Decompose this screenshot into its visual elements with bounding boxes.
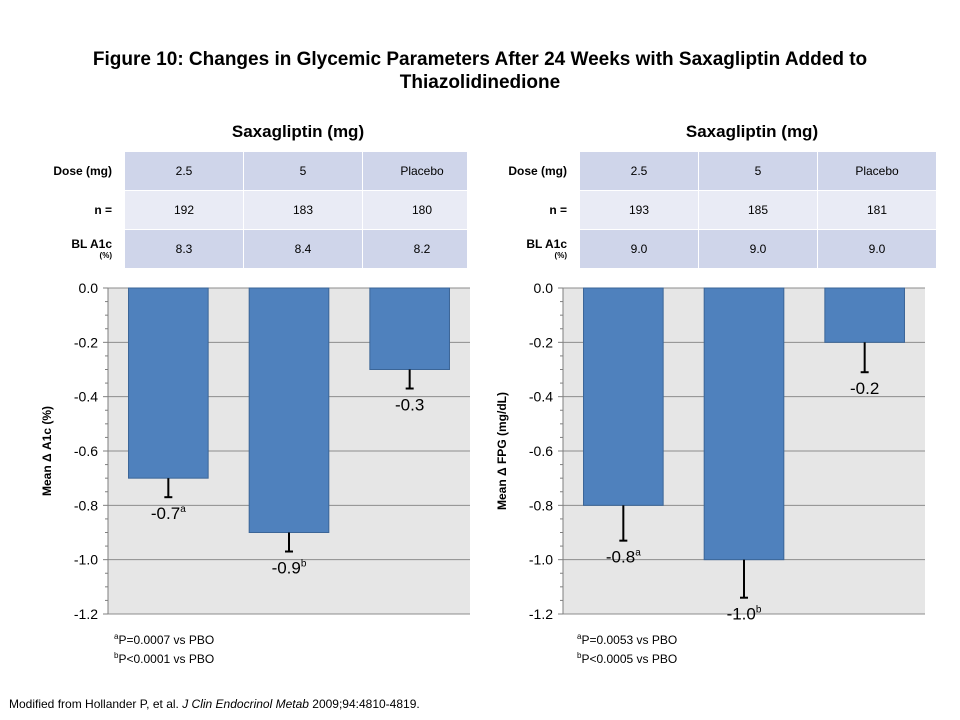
table-row: BL A1c (%) 8.3 8.4 8.2	[12, 229, 482, 269]
panel-2-heading: Saxagliptin (mg)	[685, 122, 819, 141]
panel-1-footnotes: aP=0.0007 vs PBO bP<0.0001 vs PBO	[114, 629, 214, 667]
figure-title: Figure 10: Changes in Glycemic Parameter…	[92, 49, 868, 93]
table-cell: 9.0	[817, 229, 937, 269]
y-tick-label: -1.2	[529, 606, 553, 622]
data-label-mark: a	[180, 504, 186, 515]
y-tick-label: -0.6	[74, 443, 98, 459]
row-label-dose: Dose (mg)	[467, 151, 580, 191]
chart-a1c: 0.0 -0.2 -0.4 -0.6 -0.8 -1.0 -1.2 Mean Δ A1c (%…	[40, 280, 470, 622]
y-tick-label: 0.0	[534, 280, 554, 296]
data-label: -0.7a	[151, 504, 186, 523]
bar	[369, 287, 450, 370]
row-label-bl-a1c: BL A1c (%)	[12, 229, 125, 269]
table-cell: 2.5	[579, 151, 699, 191]
row-unit: (%)	[554, 251, 567, 260]
chart-fpg: 0.0 -0.2 -0.4 -0.6 -0.8 -1.0 -1.2 Mean Δ FPG (m…	[495, 280, 925, 624]
y-tick-label: -0.6	[529, 443, 553, 459]
y-axis-label: Mean Δ FPG (mg/dL)	[495, 392, 509, 510]
panel-2-table: Dose (mg) 2.5 5 Placebo n = 193 185 181 …	[467, 151, 937, 269]
source-citation: Modified from Hollander P, et al. J Clin…	[9, 697, 420, 711]
data-label: -0.8a	[606, 548, 641, 567]
table-cell: 8.2	[362, 229, 482, 269]
row-label-dose: Dose (mg)	[12, 151, 125, 191]
bar	[248, 287, 330, 533]
data-label-mark: a	[635, 548, 641, 559]
panel-1-table: Dose (mg) 2.5 5 Placebo n = 192 183 180 …	[12, 151, 482, 269]
row-label-bl-a1c: BL A1c (%)	[467, 229, 580, 269]
table-cell: 183	[243, 190, 363, 230]
data-label-mark: b	[756, 605, 762, 616]
data-label: -0.9b	[272, 559, 307, 578]
y-tick-label: -0.2	[529, 334, 553, 350]
data-label-mark: b	[301, 559, 307, 570]
table-cell: 8.4	[243, 229, 363, 269]
data-label: -1.0b	[727, 605, 762, 624]
journal-name: J Clin Endocrinol Metab	[182, 697, 309, 711]
table-row: n = 193 185 181	[467, 190, 937, 230]
footnote-a: aP=0.0053 vs PBO	[577, 632, 678, 647]
y-tick-label: -1.2	[74, 606, 98, 622]
data-label: -0.3	[395, 396, 424, 415]
y-axis-label: Mean Δ A1c (%)	[40, 406, 54, 496]
table-row: Dose (mg) 2.5 5 Placebo	[467, 151, 937, 191]
y-tick-label: -0.4	[74, 389, 98, 405]
footnote-b: bP<0.0005 vs PBO	[577, 651, 678, 666]
bar	[824, 287, 905, 343]
table-cell: 180	[362, 190, 482, 230]
table-cell: 9.0	[698, 229, 818, 269]
table-cell: 9.0	[579, 229, 699, 269]
table-cell: 185	[698, 190, 818, 230]
bar	[703, 287, 785, 561]
table-row: BL A1c (%) 9.0 9.0 9.0	[467, 229, 937, 269]
footnote-b: bP<0.0001 vs PBO	[114, 651, 215, 666]
row-label-n: n =	[467, 190, 580, 230]
y-tick-label: -0.4	[529, 389, 553, 405]
table-cell: 193	[579, 190, 699, 230]
table-cell: Placebo	[362, 151, 482, 191]
panel-2-footnotes: aP=0.0053 vs PBO bP<0.0005 vs PBO	[577, 629, 677, 667]
footnote-a: aP=0.0007 vs PBO	[114, 632, 215, 647]
table-cell: 5	[243, 151, 363, 191]
table-row: n = 192 183 180	[12, 190, 482, 230]
bar	[583, 287, 664, 506]
table-cell: Placebo	[817, 151, 937, 191]
data-label: -0.2	[850, 379, 879, 398]
y-tick-label: -0.8	[529, 497, 553, 513]
table-row: Dose (mg) 2.5 5 Placebo	[12, 151, 482, 191]
bar	[128, 287, 209, 479]
table-cell: 2.5	[124, 151, 244, 191]
y-tick-label: 0.0	[79, 280, 99, 296]
table-cell: 8.3	[124, 229, 244, 269]
table-cell: 181	[817, 190, 937, 230]
row-label-n: n =	[12, 190, 125, 230]
y-tick-label: -1.0	[74, 552, 98, 568]
y-tick-label: -1.0	[529, 552, 553, 568]
row-unit: (%)	[99, 251, 112, 260]
panel-1-heading: Saxagliptin (mg)	[231, 122, 365, 141]
table-cell: 5	[698, 151, 818, 191]
table-cell: 192	[124, 190, 244, 230]
y-tick-label: -0.8	[74, 497, 98, 513]
y-tick-label: -0.2	[74, 334, 98, 350]
